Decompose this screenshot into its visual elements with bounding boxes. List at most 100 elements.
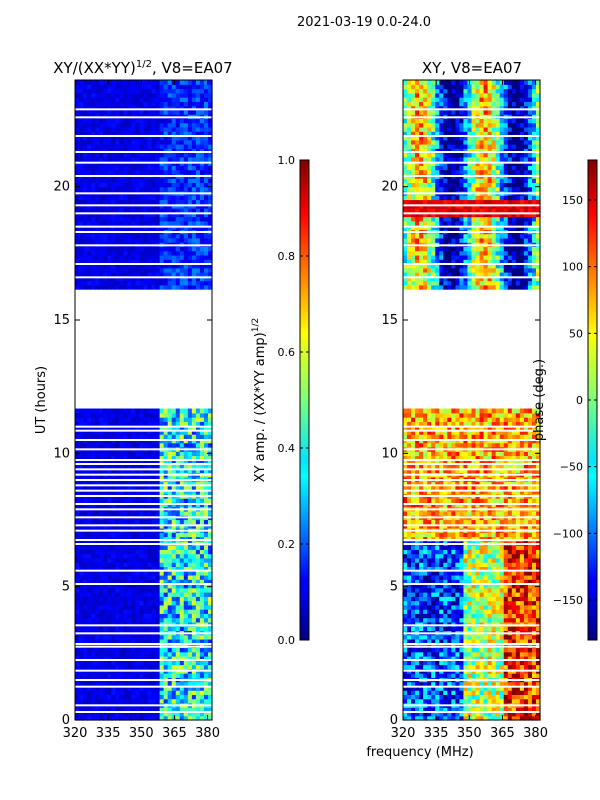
amplitude-heatmap-cell [95,489,100,495]
amplitude-heatmap-cell [103,643,108,649]
amplitude-heatmap-cell [183,267,189,273]
amplitude-heatmap-cell [127,237,133,243]
amplitude-heatmap-cell [107,707,112,713]
amplitude-heatmap-cell [199,459,205,465]
amplitude-heatmap-cell [199,553,205,559]
amplitude-heatmap-cell [187,417,193,422]
amplitude-heatmap-cell [75,660,80,666]
amplitude-heatmap-cell [111,613,116,619]
phase-heatmap-cell [403,647,408,653]
amplitude-heatmap-cell [207,600,213,606]
amplitude-heatmap-cell [79,587,84,593]
phase-heatmap-cell [483,694,489,700]
amplitude-heatmap-cell [75,485,80,491]
amplitude-heatmap-cell [167,647,173,653]
amplitude-heatmap-cell [159,421,165,427]
amplitude-heatmap-cell [83,681,88,687]
amplitude-heatmap-cell [175,592,181,597]
amplitude-heatmap-cell [111,408,116,414]
amplitude-heatmap-cell [187,579,193,585]
phase-heatmap-cell [427,698,432,704]
amplitude-heatmap-cell [87,434,92,439]
amplitude-heatmap-cell [147,451,153,457]
amplitude-heatmap-cell [195,464,201,469]
amplitude-heatmap-cell [127,545,133,550]
amplitude-heatmap-cell [143,233,149,239]
amplitude-heatmap-cell [175,263,181,269]
amplitude-heatmap-cell [119,97,124,102]
amplitude-heatmap-cell [207,195,213,201]
amplitude-heatmap-cell [163,557,169,563]
amplitude-heatmap-cell [151,250,157,256]
amplitude-heatmap-cell [115,156,120,162]
amplitude-heatmap-cell [207,135,213,141]
amplitude-heatmap-cell [187,434,193,439]
amplitude-heatmap-cell [191,609,197,614]
phase-heatmap-cell [535,664,541,670]
amplitude-heatmap-cell [75,195,80,201]
amplitude-heatmap-cell [155,139,161,145]
amplitude-heatmap-cell [183,272,189,277]
phase-heatmap-cell [407,643,412,649]
amplitude-heatmap-cell [207,583,213,589]
amplitude-heatmap-cell [143,562,149,567]
amplitude-heatmap-cell [83,711,88,717]
amplitude-heatmap-cell [123,562,128,567]
phase-heatmap-cell [467,694,473,700]
amplitude-heatmap-cell [91,272,96,277]
phase-heatmap-cell [523,707,529,713]
amplitude-heatmap-cell [207,626,213,631]
phase-heatmap-cell [507,694,513,700]
amplitude-heatmap-cell [111,199,116,205]
amplitude-heatmap-cell [139,626,145,631]
phase-heatmap-cell [475,711,481,717]
amplitude-heatmap-cell [115,144,120,149]
amplitude-heatmap-cell [183,118,189,124]
amplitude-heatmap-cell [167,664,173,670]
amplitude-heatmap-cell [91,647,96,653]
phase-heatmap-cell [531,694,537,700]
phase-heatmap-cell [419,634,424,640]
amplitude-heatmap-cell [135,600,141,606]
phase-heatmap-cell [479,694,485,700]
amplitude-heatmap-cell [163,545,169,550]
amplitude-heatmap-cell [95,259,100,265]
amplitude-heatmap-cell [95,434,100,439]
amplitude-heatmap-cell [163,489,169,495]
amplitude-heatmap-cell [115,284,120,290]
amplitude-heatmap-cell [159,707,165,713]
amplitude-heatmap-cell [95,152,100,158]
amplitude-heatmap-cell [115,408,120,414]
amplitude-heatmap-cell [79,169,84,175]
amplitude-heatmap-cell [119,148,124,154]
amplitude-heatmap-cell [147,660,153,666]
amplitude-heatmap-cell [115,656,120,661]
amplitude-heatmap-cell [151,626,157,631]
phase-heatmap-cell [519,685,525,691]
phase-heatmap-cell [403,690,408,695]
amplitude-heatmap-cell [199,545,205,550]
amplitude-heatmap-cell [119,468,124,474]
amplitude-heatmap-cell [143,638,149,644]
amplitude-heatmap-cell [167,536,173,542]
amplitude-heatmap-cell [75,109,80,115]
phase-heatmap-cell [463,681,469,687]
amplitude-heatmap-cell [183,152,189,158]
amplitude-heatmap-cell [107,510,112,516]
amplitude-heatmap-cell [95,182,100,188]
amplitude-heatmap-cell [91,417,96,422]
amplitude-heatmap-cell [115,587,120,593]
amplitude-heatmap-cell [79,685,84,691]
amplitude-heatmap-cell [171,694,177,700]
amplitude-heatmap-cell [143,165,149,171]
amplitude-heatmap-cell [123,421,128,427]
amplitude-heatmap-cell [151,694,157,700]
amplitude-heatmap-cell [107,711,112,717]
amplitude-heatmap-cell [79,468,84,474]
amplitude-heatmap-cell [159,459,165,465]
amplitude-heatmap-cell [191,280,197,286]
amplitude-heatmap-cell [75,280,80,286]
amplitude-heatmap-cell [119,417,124,422]
amplitude-heatmap-cell [135,485,141,491]
amplitude-heatmap-cell [75,92,80,98]
